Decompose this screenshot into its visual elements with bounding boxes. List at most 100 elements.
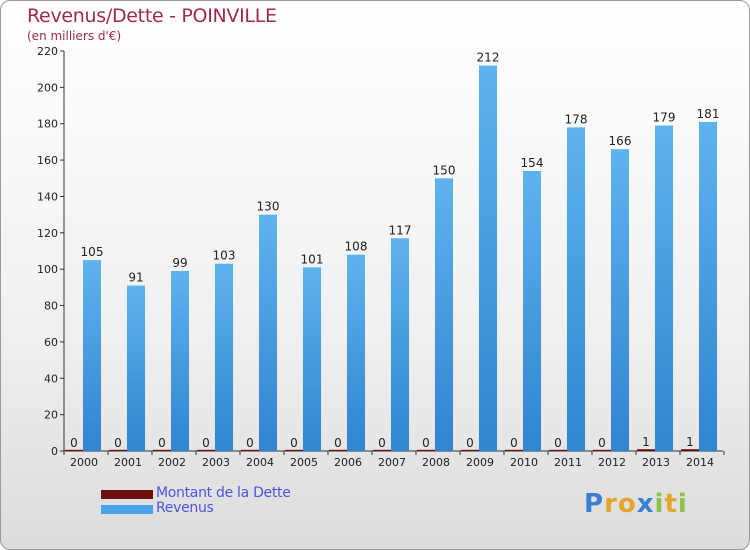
bar-revenus [171, 271, 189, 451]
y-tick-label: 180 [37, 118, 58, 131]
data-label-revenus: 179 [653, 111, 676, 125]
logo-letter: o [617, 489, 637, 519]
data-label-dette: 0 [70, 436, 78, 450]
bar-dette [637, 449, 655, 451]
proxiti-logo: Proxiti [584, 489, 688, 519]
bar-dette [681, 449, 699, 451]
bar-dette [109, 449, 127, 451]
data-label-revenus: 166 [609, 134, 632, 148]
bar-dette [65, 449, 83, 451]
data-label-revenus: 103 [213, 249, 236, 263]
bar-dette [461, 449, 479, 451]
data-label-revenus: 178 [565, 112, 588, 126]
bar-revenus [215, 263, 233, 451]
chart-marks: 0105091099010301300101010801170150021201… [65, 51, 720, 452]
y-tick-label: 200 [37, 81, 58, 94]
y-tick-label: 100 [37, 263, 58, 276]
data-label-dette: 0 [158, 436, 166, 450]
bar-dette [505, 449, 523, 451]
data-label-revenus: 130 [257, 200, 280, 214]
bar-dette [549, 449, 567, 451]
data-label-revenus: 91 [128, 271, 143, 285]
data-label-revenus: 150 [433, 163, 456, 177]
data-label-revenus: 154 [521, 156, 544, 170]
bar-dette [197, 449, 215, 451]
data-label-revenus: 181 [697, 107, 720, 121]
bar-revenus [479, 65, 497, 451]
x-tick-label: 2013 [642, 456, 670, 469]
x-tick-label: 2007 [378, 456, 406, 469]
x-tick-label: 2003 [202, 456, 230, 469]
data-label-revenus: 212 [477, 51, 500, 65]
logo-letter: i [654, 489, 665, 519]
bar-dette [593, 449, 611, 451]
bar-revenus [259, 214, 277, 451]
legend-label-revenus: Revenus [156, 500, 214, 516]
data-label-dette: 0 [598, 436, 606, 450]
x-tick-label: 2012 [598, 456, 626, 469]
data-label-revenus: 99 [172, 256, 187, 270]
bar-revenus [611, 149, 629, 451]
x-tick-label: 2001 [114, 456, 142, 469]
x-tick-label: 2005 [290, 456, 318, 469]
bar-revenus [435, 178, 453, 452]
y-tick-label: 140 [37, 190, 58, 203]
bar-dette [153, 449, 171, 451]
bar-revenus [127, 285, 145, 451]
y-tick-label: 80 [44, 300, 58, 313]
x-tick-label: 2008 [422, 456, 450, 469]
data-label-dette: 0 [334, 436, 342, 450]
bar-revenus [303, 267, 321, 451]
bar-revenus [83, 260, 101, 451]
bar-revenus [699, 121, 717, 451]
bar-dette [417, 449, 435, 451]
x-tick-label: 2011 [554, 456, 582, 469]
data-label-revenus: 108 [345, 240, 368, 254]
data-label-dette: 1 [642, 435, 650, 449]
logo-letter: P [584, 489, 605, 519]
bar-dette [329, 449, 347, 451]
bar-revenus [567, 127, 585, 451]
x-tick-label: 2002 [158, 456, 186, 469]
x-tick-label: 2004 [246, 456, 274, 469]
x-tick-label: 2006 [334, 456, 362, 469]
legend-label-dette: Montant de la Dette [156, 485, 291, 501]
y-tick-label: 0 [51, 445, 58, 458]
bar-dette [241, 449, 259, 451]
data-label-dette: 0 [466, 436, 474, 450]
y-tick-label: 120 [37, 227, 58, 240]
x-tick-label: 2000 [70, 456, 98, 469]
data-label-dette: 0 [510, 436, 518, 450]
bar-dette [373, 449, 391, 451]
y-tick-label: 20 [44, 409, 58, 422]
y-tick-label: 60 [44, 336, 58, 349]
logo-letter: r [604, 489, 618, 519]
data-label-dette: 0 [114, 436, 122, 450]
bar-revenus [523, 171, 541, 451]
x-tick-label: 2009 [466, 456, 494, 469]
data-label-dette: 0 [378, 436, 386, 450]
bar-revenus [655, 125, 673, 451]
legend-swatch-dette [101, 490, 153, 499]
chart-title: Revenus/Dette - POINVILLE [27, 5, 277, 27]
data-label-revenus: 101 [301, 252, 324, 266]
logo-letter: x [636, 489, 655, 519]
y-tick-label: 160 [37, 154, 58, 167]
data-label-revenus: 117 [389, 223, 412, 237]
data-label-dette: 0 [202, 436, 210, 450]
data-label-revenus: 105 [81, 245, 104, 259]
chart-subtitle: (en milliers d'€) [27, 29, 122, 43]
x-tick-label: 2010 [510, 456, 538, 469]
bar-revenus [347, 254, 365, 451]
data-label-dette: 0 [290, 436, 298, 450]
bar-revenus [391, 238, 409, 451]
logo-letter: t [664, 489, 678, 519]
bar-dette [285, 449, 303, 451]
legend-swatch-revenus [101, 505, 153, 514]
x-tick-label: 2014 [686, 456, 714, 469]
data-label-dette: 1 [686, 435, 694, 449]
data-label-dette: 0 [554, 436, 562, 450]
data-label-dette: 0 [422, 436, 430, 450]
